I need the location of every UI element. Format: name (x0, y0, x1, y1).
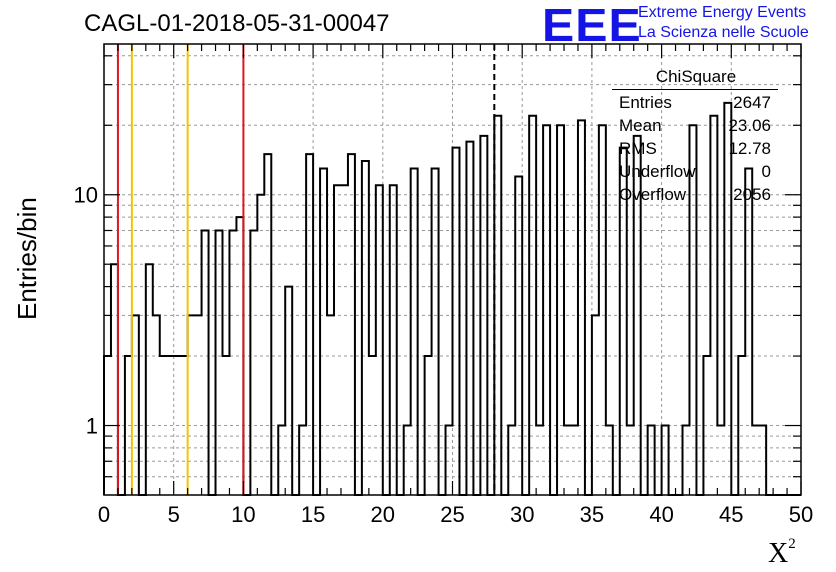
x-axis-label: X2 (768, 536, 796, 570)
x-tick-label: 45 (719, 502, 743, 527)
stats-value: 0 (761, 162, 771, 181)
eee-logo-mark: EEE (542, 0, 642, 51)
x-tick-label: 5 (168, 502, 180, 527)
x-tick-label: 0 (98, 502, 110, 527)
stats-value: 23.06 (728, 116, 771, 135)
stats-row-rms: RMS 12.78 (619, 139, 771, 161)
stats-label: Overflow (619, 185, 687, 204)
marker-lines (116, 44, 496, 495)
stats-label: Underflow (619, 162, 696, 181)
stats-label: Mean (619, 116, 662, 135)
tick-labels: 0 5 10 15 20 25 30 35 40 45 50 1 10 (74, 183, 814, 527)
x-tick-label: 25 (440, 502, 464, 527)
y-tick-label: 10 (74, 183, 98, 208)
x-tick-label: 40 (649, 502, 673, 527)
logo-line-1: Extreme Energy Events (638, 4, 807, 21)
stats-label: RMS (619, 139, 657, 158)
y-tick-label: 1 (86, 414, 98, 439)
stats-row-underflow: Underflow 0 (619, 162, 771, 184)
stats-box-title: ChiSquare (655, 67, 737, 86)
y-axis-label: Entries/bin (12, 197, 42, 320)
y-axis-label-wrap: Entries/bin (4, 180, 44, 320)
stats-label: Entries (619, 93, 672, 112)
x-tick-label: 20 (371, 502, 395, 527)
histogram-bins (103, 101, 801, 496)
stats-value: 2647 (733, 93, 771, 112)
x-tick-label: 10 (231, 502, 255, 527)
logo-line-2: La Scienza nelle Scuole (638, 24, 809, 41)
x-tick-label: 35 (580, 502, 604, 527)
x-tick-label: 15 (301, 502, 325, 527)
stats-value: 2056 (733, 185, 771, 204)
x-tick-label: 50 (789, 502, 813, 527)
x-tick-label: 30 (510, 502, 534, 527)
stats-row-overflow: Overflow 2056 (619, 185, 771, 207)
stats-row-entries: Entries 2647 (619, 93, 771, 115)
x-axis-label-superscript: 2 (788, 536, 796, 552)
axes (103, 43, 802, 496)
x-axis-label-base: X (768, 538, 789, 569)
chart-title: CAGL-01-2018-05-31-00047 (84, 10, 390, 37)
stats-row-mean: Mean 23.06 (619, 116, 771, 138)
histogram-outline (103, 101, 801, 496)
stats-value: 12.78 (728, 139, 771, 158)
stats-box-rule (612, 89, 778, 90)
stats-box: ChiSquare Entries 2647 Mean 23.06 RMS 12… (612, 64, 780, 204)
